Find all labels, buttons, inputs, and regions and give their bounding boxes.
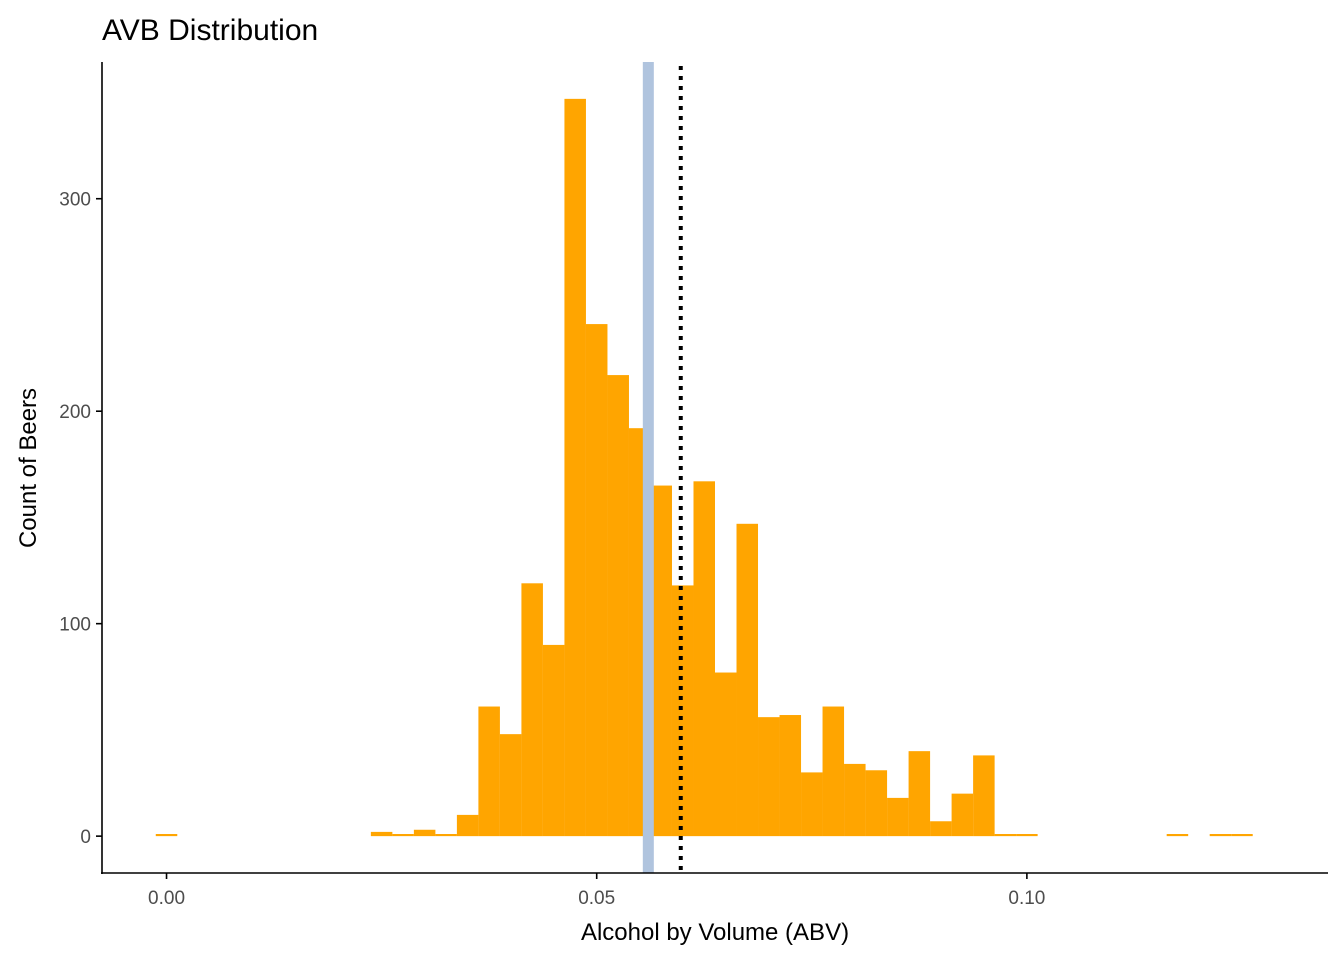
histogram-bar-25 [887,797,909,837]
histogram-bar-31 [1016,834,1038,837]
histogram-bar-27 [930,821,952,837]
histogram-bar-7 [499,734,522,837]
y-axis-ticks: 0 100 200 300 [59,190,102,848]
histogram-bar-5 [456,814,479,837]
histogram-bar-14 [650,485,672,837]
histogram-bar-12 [607,375,629,837]
x-axis-ticks: 0.00 0.05 0.10 [148,873,1045,909]
histogram-bar-19 [758,717,780,837]
histogram-bar-4 [435,834,457,837]
x-tick-label-0: 0.00 [148,888,185,909]
histogram-bar-1 [370,831,393,837]
histogram-bar-28 [951,793,974,837]
x-tick-label-2: 0.10 [1008,888,1045,909]
histogram-bar-17 [715,672,737,837]
histogram-bar-34 [1231,834,1253,837]
histogram-bar-2 [392,834,414,837]
histogram-bar-26 [908,751,931,837]
histogram-bar-3 [413,829,436,837]
histogram-bar-21 [801,772,823,837]
bars-group [155,98,1253,837]
y-tick-label-0: 0 [80,827,91,848]
histogram-bar-24 [865,770,888,837]
histogram-bar-18 [736,523,759,837]
y-tick-label-1: 100 [59,615,91,636]
x-axis-title: Alcohol by Volume (ABV) [581,919,849,946]
y-tick-label-3: 300 [59,190,91,211]
histogram-bar-20 [779,715,802,837]
histogram-bar-15 [671,585,694,837]
histogram-bar-33 [1209,834,1232,837]
histogram-bar-29 [973,755,995,837]
histogram-bar-0 [155,834,178,837]
y-axis-title: Count of Beers [15,388,42,548]
histogram-bar-8 [521,583,543,837]
histogram-bar-32 [1166,834,1189,837]
histogram-bar-30 [994,834,1017,837]
histogram-bar-22 [822,706,845,837]
y-tick-label-2: 200 [59,402,91,423]
chart-title: AVB Distribution [102,14,318,47]
histogram-bar-6 [478,706,500,837]
histogram-bar-23 [844,763,866,837]
histogram-bar-11 [585,324,608,837]
x-tick-label-1: 0.05 [578,888,615,909]
reference-lines [642,62,683,873]
histogram-bar-9 [542,644,565,837]
histogram-bar-10 [564,98,586,837]
histogram-bar-16 [693,481,715,837]
